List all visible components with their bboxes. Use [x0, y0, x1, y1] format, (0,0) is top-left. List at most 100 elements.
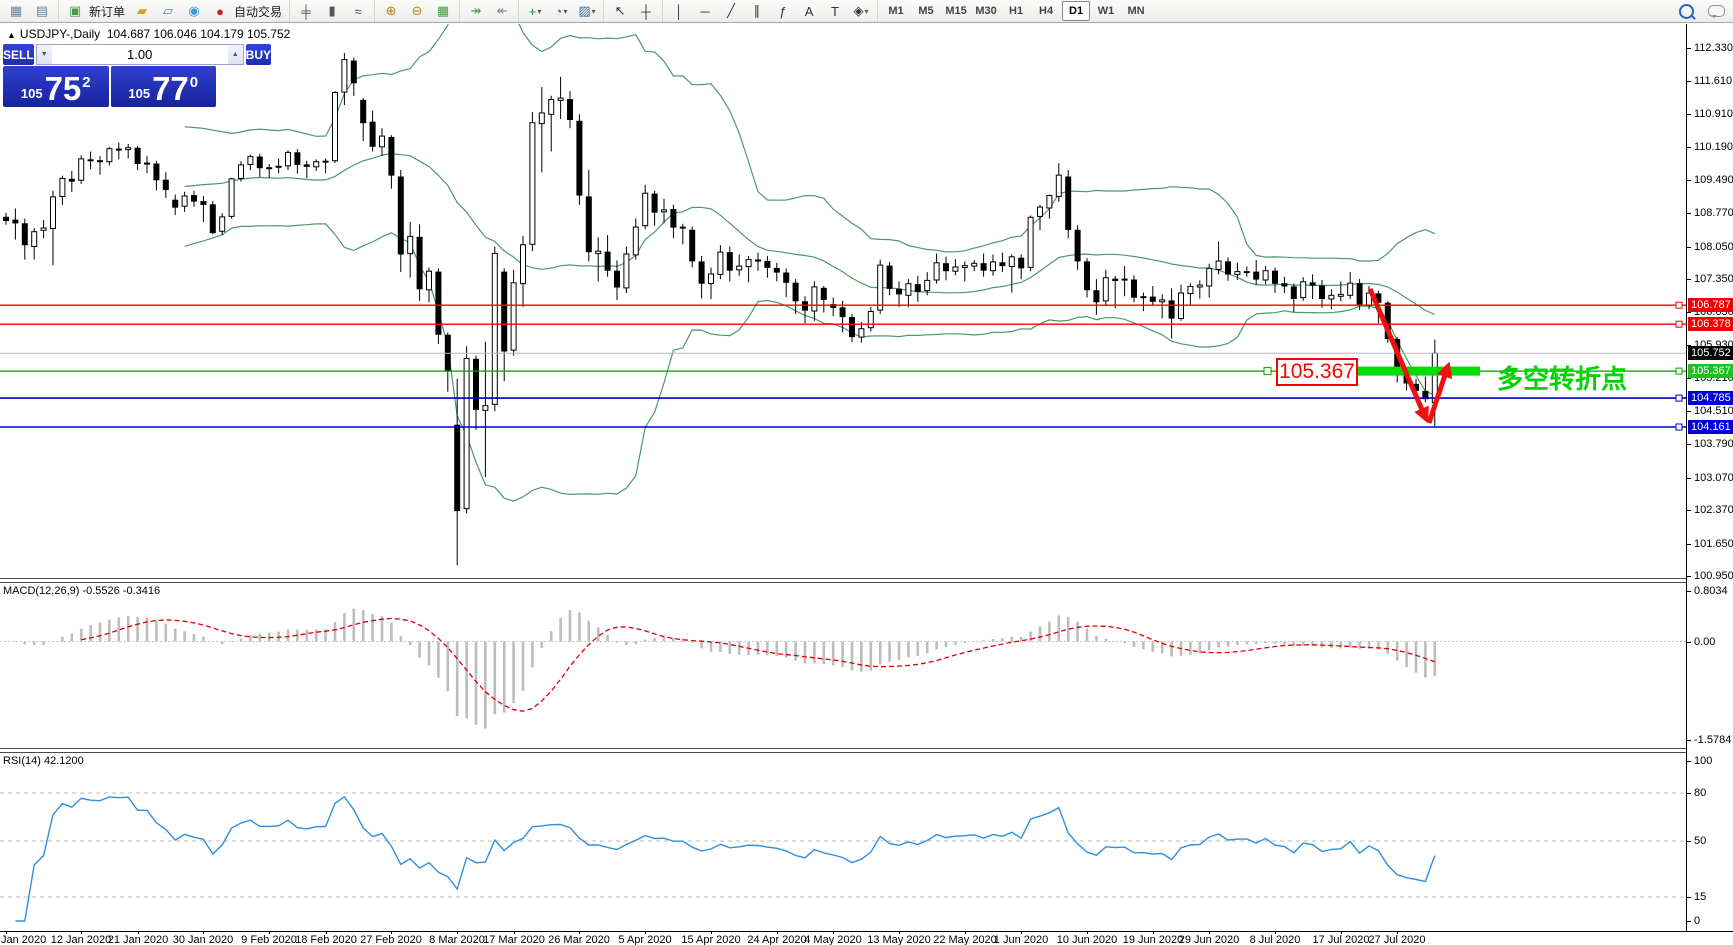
hline-handle[interactable]: [1263, 367, 1272, 376]
horizontal-line-icon[interactable]: ─: [700, 3, 710, 19]
new-order-icon[interactable]: ▣: [68, 3, 82, 18]
hline-handle[interactable]: [1675, 301, 1683, 309]
signals-icon[interactable]: ◉: [188, 3, 200, 18]
price-axis: 112.330 111.610 110.910 110.190 109.490 108.7…: [1686, 24, 1733, 931]
trend-line-icon[interactable]: ╱: [727, 3, 735, 18]
turning-point-note[interactable]: 多空转折点: [1497, 364, 1628, 394]
volume-input[interactable]: [51, 45, 228, 64]
one-click-trading-panel: SELL ▼ ▲ BUY 105 75 2 105 77 0: [3, 44, 272, 107]
fibonacci-icon[interactable]: ƒ: [779, 3, 787, 19]
price-tick: 110.190: [1694, 141, 1733, 153]
line-chart-icon[interactable]: ≈: [354, 3, 362, 19]
auto-trading-icon[interactable]: ●: [216, 3, 224, 19]
rsi-tick: 15: [1694, 891, 1707, 903]
gold-bars-icon[interactable]: ▰: [137, 3, 148, 18]
price-tick: 112.330: [1694, 42, 1733, 54]
toolbar: ▦ ▤ ▣ 新订单 ▰ ▱ ◉ ● 自动交易 ╪ ▮ ≈ ⊕ ⊖ ▦ ↠ ↞ + ▾ ◔ ▾ ▨ ▾ ↖ ┼ │ ─ ╱ ∥ ƒ A T ◈ ▾ M…: [0, 0, 1733, 23]
price-tick: 103.790: [1694, 438, 1733, 450]
price-tick: 100.950: [1694, 570, 1733, 582]
time-label: 17 Jul 2020: [1312, 934, 1370, 945]
auto-scroll-icon[interactable]: ↠: [470, 3, 482, 18]
sell-button[interactable]: SELL: [3, 44, 34, 65]
price-badge-105.367: 105.367: [1688, 364, 1733, 378]
timeframe-mn-button[interactable]: MN: [1127, 5, 1145, 17]
red-down-arrow[interactable]: [1367, 288, 1429, 424]
price-tick: 104.510: [1694, 405, 1733, 417]
price-tick: 107.350: [1694, 273, 1733, 285]
chart-title: ▲ USDJPY-,Daily 104.687 106.046 104.179 1…: [7, 27, 290, 41]
timeframe-d1-button[interactable]: D1: [1062, 1, 1091, 21]
turning-point-band[interactable]: [1353, 366, 1480, 376]
rsi-panel[interactable]: [0, 752, 1686, 931]
bar-chart-icon[interactable]: ╪: [301, 3, 311, 19]
periods-icon[interactable]: ◔ ▾: [554, 3, 568, 19]
auto-trading-label[interactable]: 自动交易: [234, 4, 283, 19]
candlestick-chart-icon[interactable]: ▮: [328, 3, 336, 18]
time-label: 8 Mar 2020: [429, 934, 485, 945]
volume-decrease-button[interactable]: ▼: [36, 45, 52, 64]
profiles-icon[interactable]: ▤: [35, 3, 49, 18]
text-icon[interactable]: A: [804, 3, 814, 19]
shapes-icon[interactable]: ◈ ▾: [853, 3, 869, 18]
text-label-icon[interactable]: T: [831, 3, 839, 19]
chart-shift-icon[interactable]: ↞: [496, 3, 508, 18]
time-label: 13 May 2020: [867, 934, 931, 945]
current-price-badge: 105.752: [1688, 346, 1733, 360]
timeframe-w1-button[interactable]: W1: [1097, 5, 1115, 17]
new-chart-icon[interactable]: ▦: [9, 3, 23, 18]
chat-icon[interactable]: [1708, 5, 1725, 18]
bollinger-middle-band: [184, 152, 1436, 316]
search-icon[interactable]: [1679, 3, 1694, 19]
sell-price-panel[interactable]: 105 75 2: [3, 66, 109, 107]
red-up-arrow[interactable]: [1426, 361, 1453, 424]
hline-handle[interactable]: [1675, 423, 1683, 431]
market-news-icon[interactable]: ▱: [163, 3, 174, 18]
time-label: 21 Jan 2020: [107, 934, 169, 945]
zoom-out-icon[interactable]: ⊖: [411, 3, 423, 18]
macd-panel[interactable]: [0, 582, 1686, 748]
volume-box: ▼ ▲: [35, 44, 244, 65]
price-callout-label[interactable]: 105.367: [1276, 358, 1358, 386]
new-order-label[interactable]: 新订单: [89, 4, 126, 19]
vertical-line-icon[interactable]: │: [674, 3, 684, 19]
timeframe-m15-button[interactable]: M15: [945, 5, 967, 17]
macd-histogram: [4, 608, 1437, 729]
tile-windows-icon[interactable]: ▦: [436, 3, 450, 18]
timeframe-h4-button[interactable]: H4: [1039, 5, 1054, 17]
timeframe-m5-button[interactable]: M5: [918, 5, 934, 17]
timeframe-h1-button[interactable]: H1: [1009, 5, 1024, 17]
price-tick: 103.070: [1694, 472, 1733, 484]
price-badge-104.161: 104.161: [1688, 420, 1733, 434]
time-label: 18 Feb 2020: [295, 934, 357, 945]
timeframe-m30-button[interactable]: M30: [975, 5, 997, 17]
time-label: 5 Apr 2020: [618, 934, 672, 945]
hline-handle[interactable]: [1675, 320, 1683, 328]
timeframe-m1-button[interactable]: M1: [888, 5, 904, 17]
time-label: 12 Jan 2020: [50, 934, 112, 945]
bollinger-lower-band: [184, 223, 1436, 502]
price-tick: 111.610: [1694, 75, 1733, 87]
zoom-in-icon[interactable]: ⊕: [385, 3, 397, 18]
time-label: 22 May 2020: [933, 934, 997, 945]
panel-splitter[interactable]: [0, 578, 1733, 583]
collapse-toggle-icon[interactable]: ▲: [7, 30, 16, 40]
sell-price-sup: 2: [82, 74, 91, 91]
rsi-label: RSI(14) 42.1200: [3, 755, 84, 767]
equidistant-channel-icon[interactable]: ∥: [753, 3, 761, 18]
cursor-icon[interactable]: ↖: [614, 3, 626, 18]
buy-button[interactable]: BUY: [245, 44, 272, 65]
indicators-icon[interactable]: + ▾: [528, 3, 542, 19]
time-label: 8 Jul 2020: [1249, 934, 1301, 945]
panel-splitter[interactable]: [0, 748, 1733, 753]
crosshair-icon[interactable]: ┼: [641, 3, 651, 19]
main-price-chart[interactable]: [0, 24, 1686, 578]
buy-price-panel[interactable]: 105 77 0: [110, 66, 216, 107]
hline-handle[interactable]: [1675, 394, 1683, 402]
price-badge-104.785: 104.785: [1688, 391, 1733, 405]
sell-price-big: 75: [44, 70, 82, 107]
templates-icon[interactable]: ▨ ▾: [578, 3, 596, 18]
buy-price-sup: 0: [189, 74, 199, 91]
hline-handle[interactable]: [1675, 367, 1683, 375]
volume-increase-button[interactable]: ▲: [227, 45, 243, 64]
